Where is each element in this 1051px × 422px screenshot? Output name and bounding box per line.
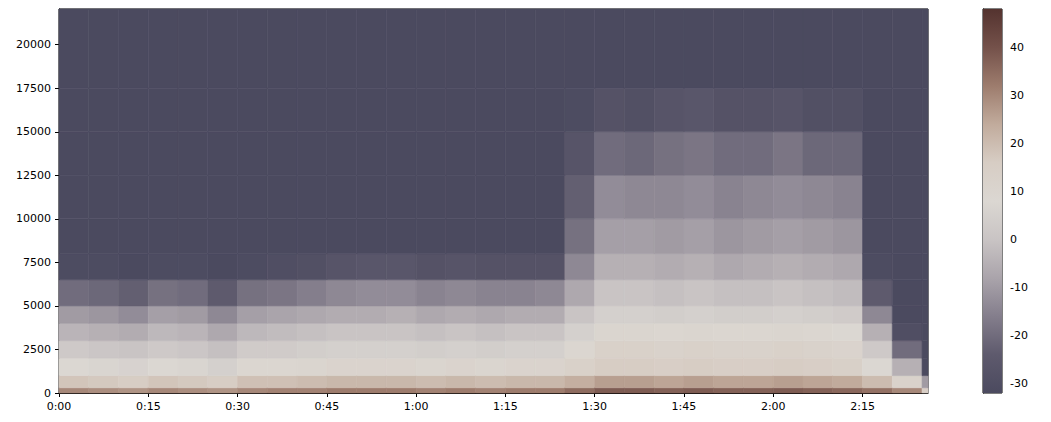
svg-text:1:00: 1:00 xyxy=(404,400,429,413)
svg-text:5000: 5000 xyxy=(23,299,51,312)
svg-text:30: 30 xyxy=(1010,89,1024,102)
svg-text:20000: 20000 xyxy=(16,38,51,51)
svg-text:0:00: 0:00 xyxy=(47,400,72,413)
svg-text:10000: 10000 xyxy=(16,212,51,225)
svg-text:0:15: 0:15 xyxy=(136,400,161,413)
svg-text:0:45: 0:45 xyxy=(314,400,339,413)
svg-text:0: 0 xyxy=(1010,233,1017,246)
svg-text:-30: -30 xyxy=(1010,377,1028,390)
svg-text:-20: -20 xyxy=(1010,329,1028,342)
svg-text:0: 0 xyxy=(44,387,51,400)
svg-text:0:30: 0:30 xyxy=(225,400,250,413)
svg-text:2500: 2500 xyxy=(23,343,51,356)
svg-text:1:45: 1:45 xyxy=(672,400,697,413)
svg-text:1:15: 1:15 xyxy=(493,400,518,413)
svg-text:20: 20 xyxy=(1010,137,1024,150)
svg-text:2:15: 2:15 xyxy=(850,400,875,413)
svg-text:15000: 15000 xyxy=(16,125,51,138)
svg-text:12500: 12500 xyxy=(16,169,51,182)
svg-text:40: 40 xyxy=(1010,41,1024,54)
svg-text:10: 10 xyxy=(1010,185,1024,198)
svg-text:-10: -10 xyxy=(1010,281,1028,294)
svg-text:2:00: 2:00 xyxy=(761,400,786,413)
svg-text:17500: 17500 xyxy=(16,82,51,95)
svg-text:1:30: 1:30 xyxy=(582,400,607,413)
svg-text:7500: 7500 xyxy=(23,256,51,269)
